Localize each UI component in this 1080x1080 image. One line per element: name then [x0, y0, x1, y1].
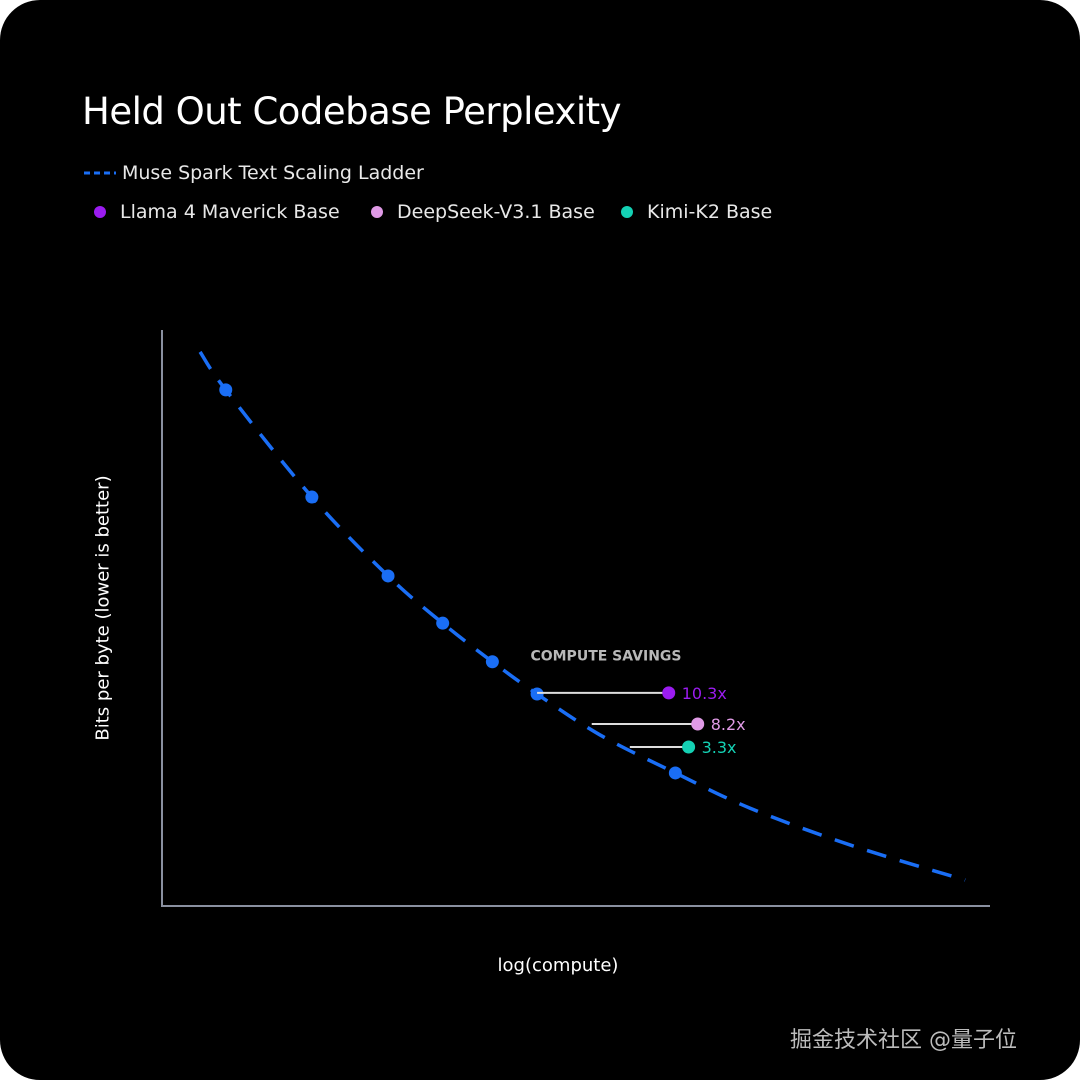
legend-item-llama: Llama 4 Maverick Base	[94, 201, 340, 223]
dashed-line-icon	[84, 171, 116, 175]
legend-label: Kimi-K2 Base	[647, 201, 773, 223]
ladder-curve	[198, 350, 966, 882]
ladder-point	[381, 569, 395, 583]
chart-title: Held Out Codebase Perplexity	[82, 90, 622, 133]
savings-label: 3.3x	[702, 738, 737, 757]
baseline-point	[682, 740, 696, 754]
axes	[161, 330, 990, 907]
ladder-point	[305, 490, 319, 504]
ladder-point	[219, 383, 233, 397]
savings-label: 10.3x	[682, 684, 727, 703]
savings-label: 8.2x	[711, 715, 746, 734]
ladder-point	[436, 616, 450, 630]
ladder-point	[668, 766, 682, 780]
annotation-title: COMPUTE SAVINGS	[530, 649, 681, 665]
y-axis-label: Bits per byte (lower is better)	[92, 475, 114, 741]
ladder-point	[530, 687, 544, 701]
baseline-point	[662, 686, 676, 700]
legend-item-ladder: Muse Spark Text Scaling Ladder	[84, 162, 424, 184]
legend-dot-icon	[371, 206, 383, 218]
ladder-point	[485, 655, 499, 669]
x-axis-label: log(compute)	[497, 955, 619, 976]
watermark: 掘金技术社区 @量子位	[790, 1028, 1017, 1053]
legend-dot-icon	[94, 206, 106, 218]
legend-label: Llama 4 Maverick Base	[120, 201, 340, 223]
legend-label: Muse Spark Text Scaling Ladder	[122, 162, 424, 184]
legend-item-kimi: Kimi-K2 Base	[621, 201, 772, 223]
legend-item-deepseek: DeepSeek-V3.1 Base	[371, 201, 595, 223]
baseline-point	[691, 717, 705, 731]
legend-label: DeepSeek-V3.1 Base	[397, 201, 595, 223]
legend-dot-icon	[621, 206, 633, 218]
